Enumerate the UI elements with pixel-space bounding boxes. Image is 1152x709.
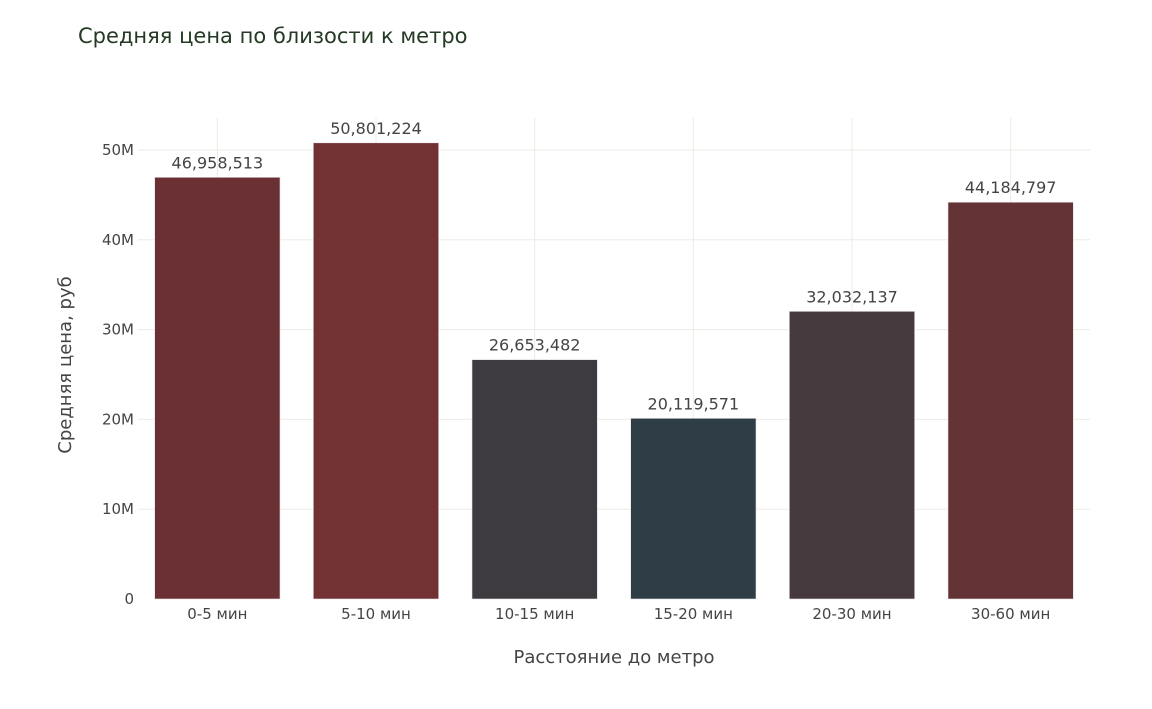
x-tick-label: 15-20 мин (654, 605, 733, 623)
x-tick-label: 10-15 мин (495, 605, 574, 623)
y-tick-label: 30M (102, 321, 134, 339)
y-tick-label: 0 (124, 590, 134, 608)
bar (154, 177, 281, 600)
chart-title: Средняя цена по близости к метро (78, 24, 468, 48)
x-tick-label: 20-30 мин (812, 605, 891, 623)
bar (471, 359, 598, 600)
x-tick-label: 5-10 мин (341, 605, 411, 623)
data-label: 26,653,482 (489, 336, 581, 355)
x-tick-label: 30-60 мин (971, 605, 1050, 623)
bar (313, 142, 439, 600)
bar (630, 418, 757, 600)
data-label: 20,119,571 (648, 394, 740, 413)
data-label: 32,032,137 (806, 287, 898, 306)
bar (947, 201, 1074, 600)
y-tick-label: 20M (102, 410, 134, 428)
y-tick-label: 40M (102, 231, 134, 249)
data-label: 46,958,513 (172, 153, 264, 172)
x-axis-label: Расстояние до метро (513, 647, 714, 668)
y-tick-label: 50M (102, 141, 134, 159)
x-tick-label: 0-5 мин (187, 605, 247, 623)
y-axis-label: Средняя цена, руб (55, 276, 76, 453)
bar (789, 311, 915, 600)
y-tick-label: 10M (102, 500, 134, 518)
data-label: 50,801,224 (330, 119, 422, 138)
data-label: 44,184,797 (965, 178, 1057, 197)
